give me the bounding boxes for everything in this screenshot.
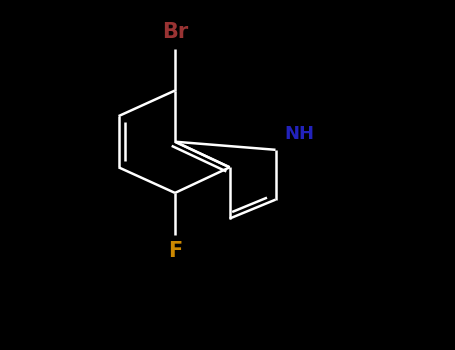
Text: NH: NH xyxy=(284,125,314,143)
Text: Br: Br xyxy=(162,22,188,42)
Text: F: F xyxy=(168,241,182,261)
